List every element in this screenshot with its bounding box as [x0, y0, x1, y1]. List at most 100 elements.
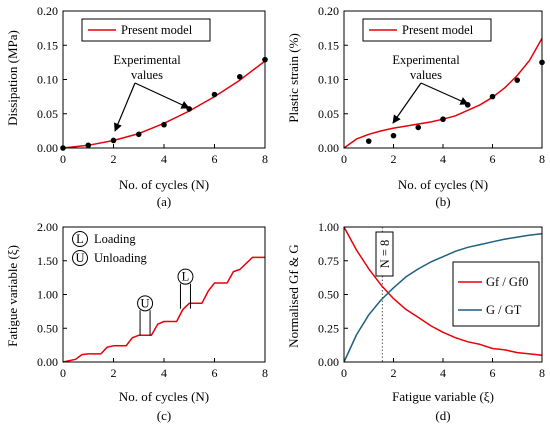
panel-d-ytick-label-3: 0.75: [318, 254, 339, 268]
panel-a-xtick-label-3: 6: [212, 152, 218, 166]
panel-c-markers: UL: [137, 268, 194, 336]
panel-c-series: [62, 256, 265, 363]
panel-c-ytick-label-4: 2.00: [37, 220, 58, 234]
panel-c-marker-1-circle: [177, 268, 194, 285]
panel-a-xtick-label-2: 4: [161, 152, 167, 166]
panel-b-series: [343, 38, 545, 149]
panel-b-legend: Present model: [362, 18, 492, 42]
panel-d-vline-label-box: [375, 231, 394, 277]
panel-d-series-line-1: [343, 233, 543, 363]
panel-b: 0 2 4 6 80.000.050.100.150.20 Present model …: [286, 4, 545, 209]
panel-d-series: [343, 226, 543, 363]
panel-c-xtick-label-0: 0: [60, 366, 66, 380]
panel-c: 0 2 4 6 8 0.00 0.50 1.00 1.50 2.00 L Loading U Un…: [5, 220, 268, 423]
panel-a-legend-box: [81, 18, 211, 42]
panel-a-annotation-line1: Experimental: [113, 53, 181, 67]
panel-a-arrow-right: [134, 82, 190, 109]
panel-d-xtick-label-4: 8: [539, 366, 545, 380]
panel-b-xtick-label-0: 0: [341, 152, 347, 166]
panel-d-ytick-label-4: 1.00: [318, 220, 339, 234]
panel-c-legend-label-loading: Loading: [94, 232, 136, 246]
panel-b-data-point-5: [489, 93, 496, 100]
panel-d-ylabel: Normalised Gf & G: [286, 244, 301, 348]
panel-b-data-point-1: [390, 132, 397, 139]
panel-b-ytick-label-3: 0.15: [318, 38, 339, 52]
panel-d-ticks: 0 2 4 6 8 0.00 0.25 0.50 0.75 1.00: [318, 220, 545, 380]
panel-c-ticks: 0 2 4 6 8 0.00 0.50 1.00 1.50 2.00: [37, 220, 268, 380]
panel-b-arrow-left: [392, 82, 422, 124]
panel-b-caption: (b): [435, 194, 450, 209]
panel-b-data-point-0: [365, 138, 372, 144]
panel-d-vline-label-text: N = 8: [378, 240, 392, 269]
panel-d-xtick-label-0: 0: [341, 366, 347, 380]
panel-d-ytick-label-1: 0.25: [318, 321, 339, 335]
panel-c-legend-label-unloading: Unloading: [94, 251, 148, 265]
panel-a-arrow-left: [114, 82, 136, 132]
panel-a-frame: [62, 10, 266, 149]
panel-b-ylabel: Plastic strain (%): [286, 33, 301, 123]
panel-b-ytick-label-0: 0.00: [318, 141, 339, 155]
panel-a-ticks: 0 2 4 6 8 0.00 0.05 0.10 0.15 0.20: [37, 4, 268, 166]
panel-a-xtick-label-1: 2: [111, 152, 117, 166]
panel-a-ytick-label-0: 0.00: [37, 141, 58, 155]
panel-b-frame: [343, 10, 543, 149]
panel-c-ytick-label-2: 1.00: [37, 288, 58, 302]
panel-c-series-line-0: [62, 256, 265, 363]
panel-a-data-point-7: [236, 73, 243, 80]
panel-c-xtick-label-3: 6: [212, 366, 218, 380]
panel-c-legend-symbol-unloading: [72, 250, 88, 266]
panel-d-xlabel: Fatigue variable (ξ): [392, 389, 494, 404]
panel-a-data-point-6: [211, 91, 218, 98]
panel-b-ticks: 0 2 4 6 8 0.00 0.05 0.10 0.15 0.20: [318, 4, 545, 166]
panel-c-xlabel: No. of cycles (N): [119, 389, 209, 404]
panel-c-frame: [62, 226, 266, 363]
panel-b-annotation: Experimental values: [392, 53, 469, 124]
panel-a-data-point-4: [161, 121, 167, 128]
panel-a-ytick-label-2: 0.10: [37, 73, 58, 87]
panel-a-series: [60, 56, 268, 151]
panel-b-data-point-2: [415, 124, 422, 131]
panel-b-xlabel: No. of cycles (N): [398, 177, 488, 192]
panel-b-annotation-line2: values: [410, 68, 442, 82]
panel-d-vline-label: N = 8: [375, 231, 394, 277]
panel-a-caption: (a): [157, 194, 171, 209]
panel-a-series-line-0: [62, 60, 266, 149]
panel-b-legend-box: [362, 18, 492, 42]
panel-a-data-point-2: [110, 137, 117, 144]
panel-d-frame: [343, 226, 543, 363]
panel-a-data-point-3: [135, 131, 142, 138]
panel-b-xtick-label-4: 8: [539, 152, 545, 166]
panel-b-xtick-label-3: 6: [490, 152, 496, 166]
panel-a-xlabel: No. of cycles (N): [119, 177, 209, 192]
panel-d-xtick-label-3: 6: [490, 366, 496, 380]
panel-d: 0 2 4 6 8 0.00 0.25 0.50 0.75 1.00 N = 8 Gf / Gf0…: [286, 220, 545, 423]
panel-c-marker-1-symbol: L: [182, 270, 190, 284]
panel-c-marker-0-circle: [137, 295, 154, 312]
panel-c-legend-symbol-unloading-text: U: [75, 251, 84, 265]
panel-d-xtick-label-1: 2: [391, 366, 397, 380]
panel-d-legend-label-g: G / GT: [486, 303, 522, 317]
panel-d-legend-box: [452, 261, 540, 327]
panel-b-data-point-3: [440, 116, 446, 123]
panel-d-series-line-0: [343, 226, 543, 357]
panel-d-legend: Gf / Gf0 G / GT: [452, 261, 540, 327]
panel-a-annotation-line2: values: [131, 68, 163, 82]
panel-a-legend: Present model: [81, 18, 211, 42]
panel-c-xtick-label-2: 4: [161, 366, 167, 380]
panel-b-ytick-label-1: 0.05: [318, 107, 339, 121]
panel-c-legend: L Loading U Unloading: [72, 231, 148, 266]
panel-a-data-point-1: [85, 142, 92, 149]
panel-a-ytick-label-1: 0.05: [37, 107, 58, 121]
panel-d-ytick-label-0: 0.00: [318, 355, 339, 369]
panel-c-xtick-label-4: 8: [262, 366, 268, 380]
panel-c-ytick-label-3: 1.50: [37, 254, 58, 268]
panel-b-ytick-label-2: 0.10: [318, 73, 339, 87]
panel-b-xtick-label-1: 2: [391, 152, 397, 166]
panel-c-ylabel: Fatigue variable (ξ): [5, 245, 20, 347]
panel-a-xtick-label-0: 0: [60, 152, 66, 166]
panel-c-xtick-label-1: 2: [111, 366, 117, 380]
panel-d-caption: (d): [435, 408, 450, 423]
panel-b-xtick-label-2: 4: [440, 152, 446, 166]
panel-c-legend-symbol-loading: [72, 231, 88, 247]
